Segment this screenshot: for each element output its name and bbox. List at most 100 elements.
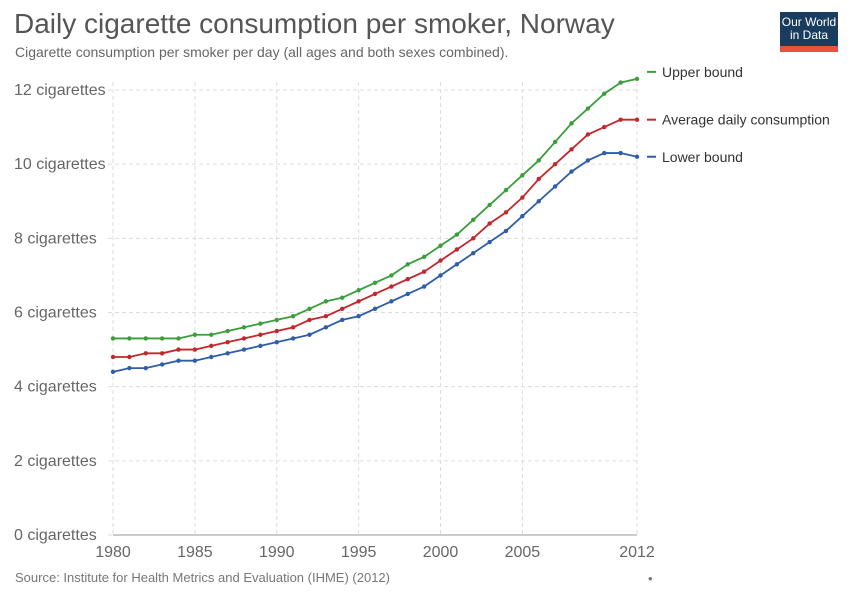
data-point[interactable] <box>602 124 607 130</box>
data-point[interactable] <box>258 332 263 337</box>
legend-label[interactable]: Average daily consumption <box>662 112 830 128</box>
data-point[interactable] <box>323 314 329 319</box>
data-point[interactable] <box>487 202 492 208</box>
data-point[interactable] <box>209 343 214 349</box>
data-point[interactable] <box>471 236 476 241</box>
data-point[interactable] <box>241 336 247 341</box>
data-point[interactable] <box>159 351 165 356</box>
data-point[interactable] <box>569 169 574 174</box>
data-point[interactable] <box>127 336 132 341</box>
data-point[interactable] <box>340 306 345 311</box>
data-point[interactable] <box>569 147 574 152</box>
data-point[interactable] <box>192 332 198 337</box>
data-point[interactable] <box>634 154 640 159</box>
data-point[interactable] <box>389 273 394 278</box>
data-point[interactable] <box>143 336 148 341</box>
data-point[interactable] <box>421 284 427 289</box>
data-point[interactable] <box>127 354 132 360</box>
data-point[interactable] <box>438 273 443 278</box>
data-point[interactable] <box>143 365 148 371</box>
data-point[interactable] <box>241 325 247 330</box>
data-point[interactable] <box>323 299 329 304</box>
data-point[interactable] <box>487 239 492 245</box>
data-point[interactable] <box>159 362 165 367</box>
data-point[interactable] <box>552 139 558 145</box>
data-point[interactable] <box>225 328 230 334</box>
data-point[interactable] <box>192 347 198 352</box>
data-point[interactable] <box>389 299 394 304</box>
data-point[interactable] <box>176 347 181 352</box>
data-point[interactable] <box>110 369 116 375</box>
data-point[interactable] <box>503 187 509 193</box>
data-point[interactable] <box>585 106 591 111</box>
owid-logo[interactable]: Our World in Data <box>780 12 838 52</box>
data-point[interactable] <box>323 325 329 330</box>
data-point[interactable] <box>258 321 263 326</box>
data-point[interactable] <box>372 291 378 297</box>
data-point[interactable] <box>241 347 247 352</box>
data-point[interactable] <box>471 217 476 222</box>
data-point[interactable] <box>602 91 607 96</box>
data-point[interactable] <box>307 317 312 323</box>
data-point[interactable] <box>356 314 361 319</box>
data-point[interactable] <box>110 354 116 360</box>
data-point[interactable] <box>471 250 476 256</box>
data-point[interactable] <box>536 158 541 163</box>
data-point[interactable] <box>503 228 509 234</box>
data-point[interactable] <box>225 351 230 356</box>
data-point[interactable] <box>127 365 132 371</box>
data-point[interactable] <box>405 262 410 267</box>
data-point[interactable] <box>110 336 116 341</box>
data-point[interactable] <box>618 80 623 85</box>
data-point[interactable] <box>520 195 525 200</box>
data-point[interactable] <box>307 306 312 311</box>
data-point[interactable] <box>340 317 345 323</box>
data-point[interactable] <box>454 232 460 237</box>
data-point[interactable] <box>421 254 427 260</box>
data-point[interactable] <box>618 150 623 156</box>
data-point[interactable] <box>290 325 296 330</box>
data-point[interactable] <box>454 247 460 252</box>
data-point[interactable] <box>503 210 509 215</box>
data-point[interactable] <box>421 269 427 274</box>
data-point[interactable] <box>290 314 296 319</box>
data-point[interactable] <box>438 243 443 248</box>
series-line[interactable] <box>112 152 638 373</box>
data-point[interactable] <box>225 339 230 345</box>
data-point[interactable] <box>536 176 541 182</box>
data-point[interactable] <box>176 358 181 363</box>
data-point[interactable] <box>585 158 591 163</box>
data-point[interactable] <box>372 280 378 286</box>
data-point[interactable] <box>356 288 361 293</box>
data-point[interactable] <box>602 150 607 156</box>
data-point[interactable] <box>356 299 361 304</box>
data-point[interactable] <box>552 184 558 189</box>
data-point[interactable] <box>405 291 410 297</box>
data-point[interactable] <box>176 336 181 341</box>
data-point[interactable] <box>634 117 640 122</box>
data-point[interactable] <box>634 76 640 82</box>
data-point[interactable] <box>454 262 460 267</box>
data-point[interactable] <box>340 295 345 300</box>
data-point[interactable] <box>372 306 378 311</box>
data-point[interactable] <box>307 332 312 337</box>
legend-label[interactable]: Lower bound <box>662 149 743 165</box>
data-point[interactable] <box>569 121 574 126</box>
data-point[interactable] <box>143 351 148 356</box>
data-point[interactable] <box>290 336 296 341</box>
data-point[interactable] <box>520 173 525 178</box>
data-point[interactable] <box>618 117 623 122</box>
data-point[interactable] <box>274 317 279 323</box>
data-point[interactable] <box>192 358 198 363</box>
data-point[interactable] <box>487 221 492 226</box>
data-point[interactable] <box>552 161 558 167</box>
data-point[interactable] <box>585 132 591 137</box>
data-point[interactable] <box>159 336 165 341</box>
data-point[interactable] <box>536 199 541 204</box>
data-point[interactable] <box>258 343 263 349</box>
legend-label[interactable]: Upper bound <box>662 64 743 80</box>
data-point[interactable] <box>438 258 443 263</box>
series-line[interactable] <box>113 77 638 340</box>
data-point[interactable] <box>405 276 410 282</box>
data-point[interactable] <box>209 354 214 360</box>
